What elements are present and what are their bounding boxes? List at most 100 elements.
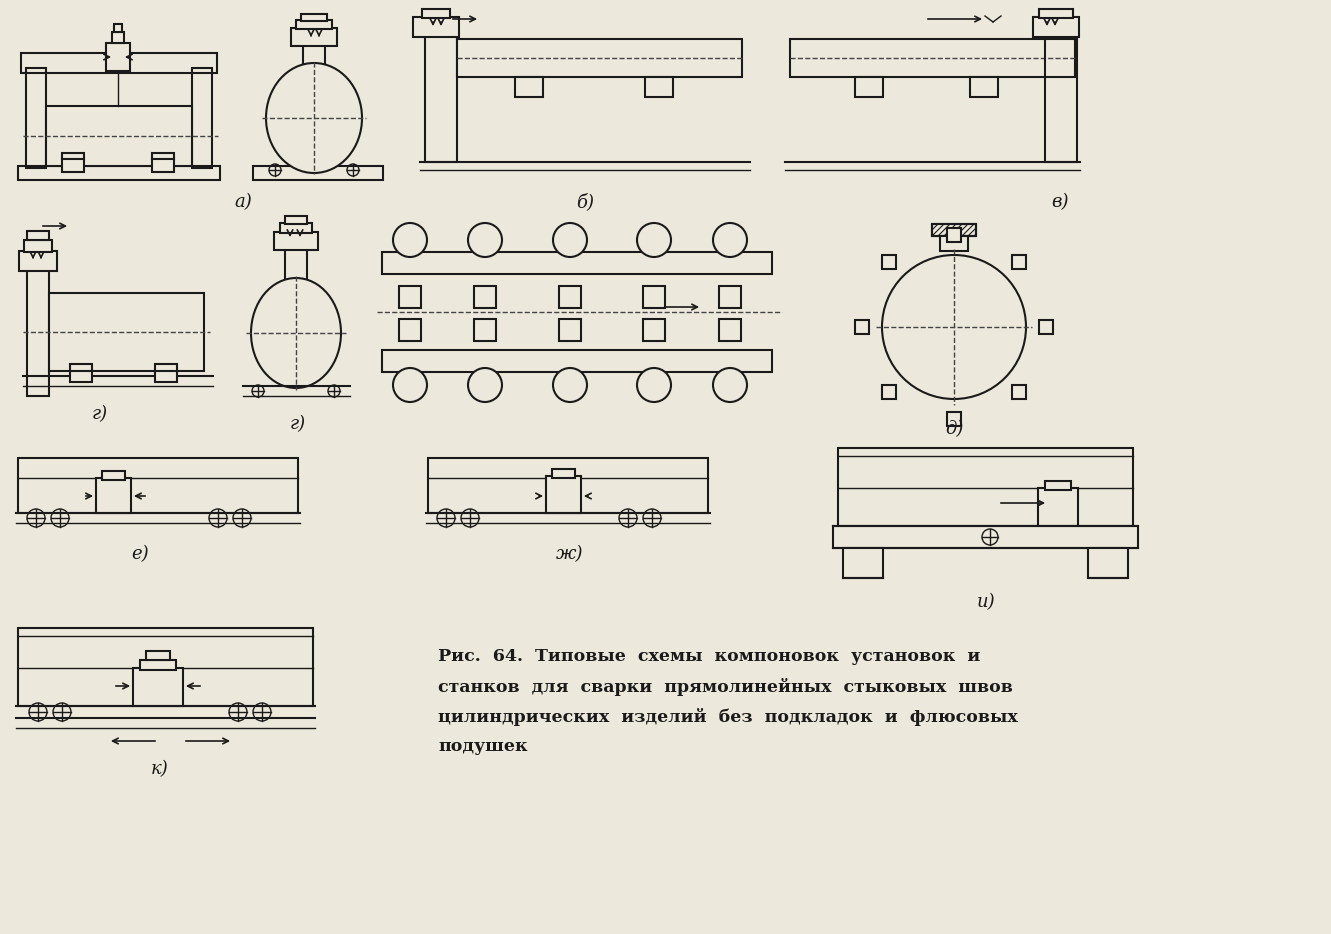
Circle shape (882, 255, 1026, 399)
Bar (49, 293, 204, 371)
Bar (96, 478, 130, 513)
Bar (274, 232, 318, 250)
Bar (146, 651, 170, 660)
Bar (940, 236, 968, 251)
Bar (1087, 548, 1127, 578)
Bar (425, 32, 457, 162)
Text: е): е) (132, 545, 149, 563)
Bar (1012, 255, 1026, 269)
Text: подушек: подушек (438, 738, 527, 755)
Text: станков  для  сварки  прямолинейных  стыковых  швов: станков для сварки прямолинейных стыковы… (438, 678, 1013, 696)
Bar (791, 39, 1075, 77)
Bar (643, 286, 666, 308)
Text: к): к) (152, 760, 169, 778)
Bar (285, 216, 307, 224)
Bar (1012, 385, 1026, 399)
Bar (833, 526, 1138, 548)
Bar (71, 370, 92, 382)
Bar (552, 469, 575, 478)
Bar (24, 240, 52, 252)
Bar (882, 385, 896, 399)
Bar (457, 39, 741, 77)
Text: ж): ж) (556, 545, 584, 563)
Bar (102, 471, 125, 480)
Bar (295, 20, 331, 29)
Bar (152, 158, 174, 172)
Bar (21, 53, 217, 73)
Bar (719, 286, 741, 308)
Bar (1038, 488, 1078, 526)
Bar (399, 319, 421, 341)
Circle shape (469, 368, 502, 402)
Bar (27, 266, 49, 396)
Bar (946, 412, 961, 426)
Circle shape (713, 223, 747, 257)
Bar (932, 224, 976, 236)
Circle shape (638, 223, 671, 257)
Bar (855, 77, 882, 97)
Bar (192, 68, 212, 168)
Bar (1033, 17, 1079, 37)
Circle shape (393, 368, 427, 402)
Bar (27, 231, 49, 240)
Text: д): д) (945, 420, 964, 438)
Circle shape (552, 223, 587, 257)
Bar (970, 77, 998, 97)
Bar (382, 252, 772, 274)
Bar (19, 166, 220, 180)
Text: Рис.  64.  Типовые  схемы  компоновок  установок  и: Рис. 64. Типовые схемы компоновок устано… (438, 648, 981, 665)
Circle shape (713, 368, 747, 402)
Bar (1040, 320, 1053, 334)
Bar (882, 255, 896, 269)
Bar (301, 14, 327, 21)
Text: и): и) (977, 593, 996, 611)
Bar (112, 32, 124, 43)
Bar (106, 43, 130, 71)
Bar (253, 166, 383, 180)
Bar (1045, 32, 1077, 162)
Circle shape (552, 368, 587, 402)
Text: а): а) (234, 193, 252, 211)
Bar (515, 77, 543, 97)
Bar (154, 364, 177, 371)
Bar (422, 9, 450, 18)
Ellipse shape (266, 63, 362, 173)
Circle shape (393, 223, 427, 257)
Bar (546, 476, 582, 513)
Bar (413, 17, 459, 37)
Bar (291, 28, 337, 46)
Bar (303, 36, 325, 168)
Bar (19, 458, 298, 513)
Text: г): г) (290, 415, 306, 433)
Bar (19, 251, 57, 271)
Bar (47, 106, 192, 166)
Bar (19, 628, 313, 706)
Bar (133, 668, 182, 706)
Bar (646, 77, 673, 97)
Bar (643, 319, 666, 341)
Bar (559, 319, 582, 341)
Bar (114, 24, 122, 32)
Bar (855, 320, 869, 334)
Text: г): г) (92, 405, 108, 423)
Bar (399, 286, 421, 308)
Bar (1045, 481, 1071, 490)
Bar (429, 458, 708, 513)
Bar (63, 158, 84, 172)
Bar (154, 370, 177, 382)
Text: цилиндрических  изделий  без  подкладок  и  флюсовых: цилиндрических изделий без подкладок и ф… (438, 708, 1018, 726)
Bar (71, 364, 92, 371)
Bar (839, 448, 1133, 526)
Circle shape (469, 223, 502, 257)
Bar (140, 660, 176, 670)
Bar (559, 286, 582, 308)
Bar (474, 319, 496, 341)
Circle shape (638, 368, 671, 402)
Bar (843, 548, 882, 578)
Bar (27, 68, 47, 168)
Text: б): б) (576, 193, 594, 211)
Bar (1040, 9, 1073, 18)
Bar (946, 228, 961, 242)
Bar (63, 153, 84, 159)
Bar (152, 153, 174, 159)
